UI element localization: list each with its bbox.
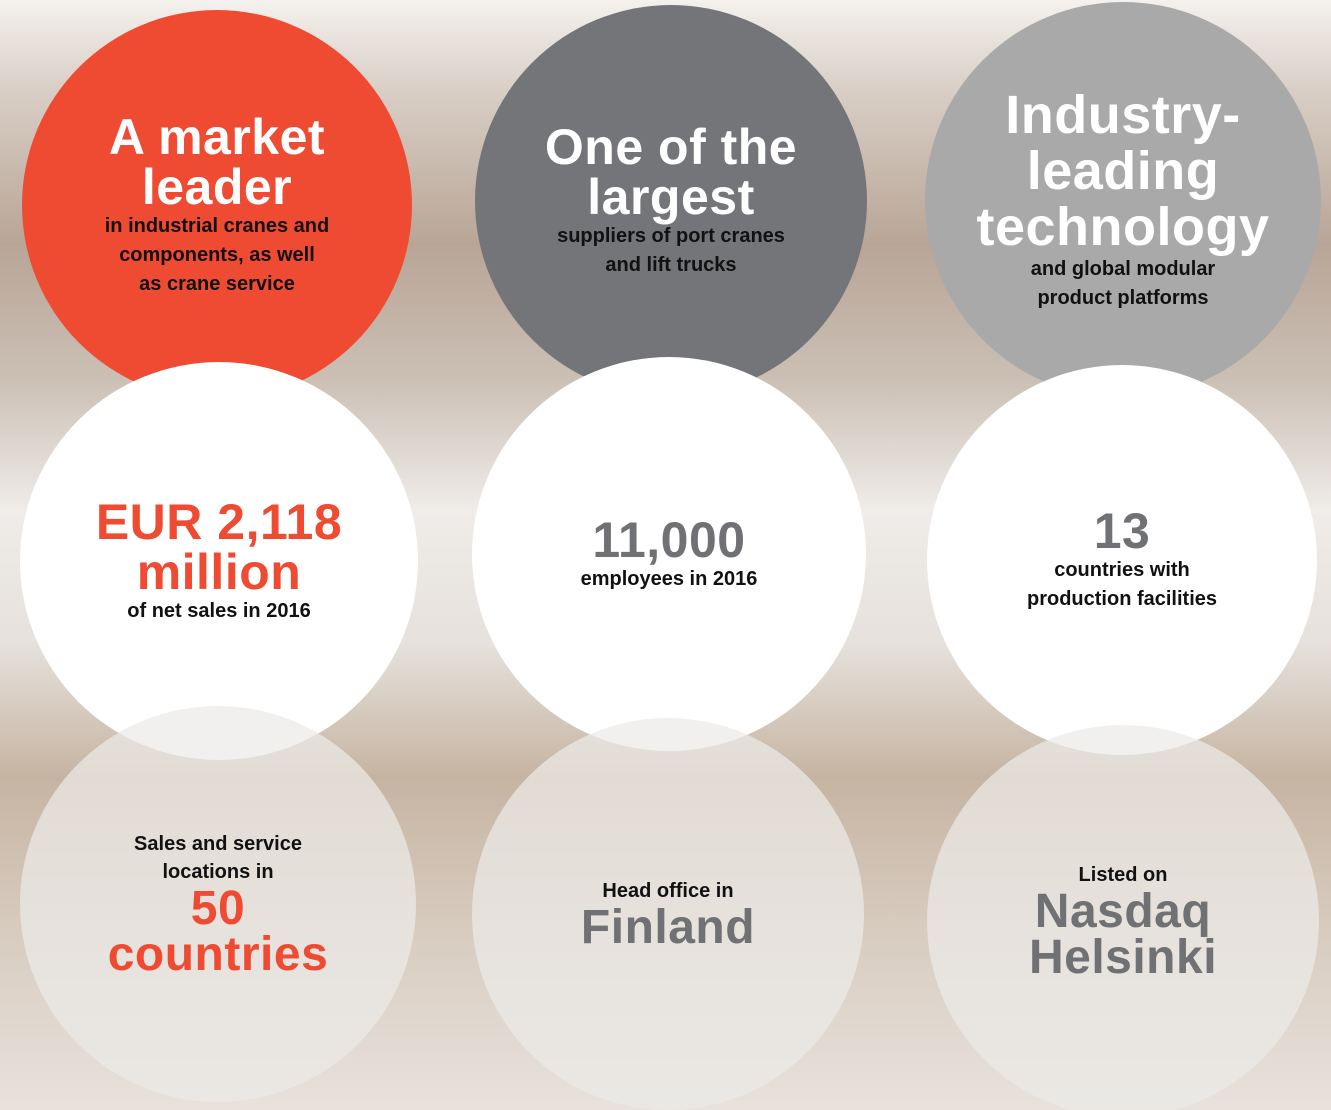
stat-heading: largest — [587, 172, 754, 222]
stat-heading: 11,000 — [592, 515, 745, 565]
stat-heading: Finland — [581, 905, 755, 951]
stat-text: and lift trucks — [605, 251, 736, 280]
stat-heading: technology — [976, 199, 1269, 255]
stat-heading: leading — [1027, 143, 1220, 199]
stat-heading: Industry- — [1005, 87, 1241, 143]
stat-text: as crane service — [139, 270, 295, 299]
stat-heading: 50 — [191, 886, 245, 932]
stat-text: of net sales in 2016 — [127, 597, 310, 626]
stat-text: countries with — [1054, 556, 1190, 585]
stat-heading: Nasdaq — [1035, 889, 1211, 935]
infographic: A marketleaderin industrial cranes andco… — [0, 0, 1331, 1110]
stat-text: and global modular — [1031, 255, 1215, 284]
stat-heading: EUR 2,118 — [96, 497, 342, 547]
stat-heading: countries — [108, 932, 329, 978]
stat-text: components, as well — [119, 241, 315, 270]
stat-text: employees in 2016 — [581, 565, 758, 594]
stat-heading: million — [137, 547, 302, 597]
stat-heading: 13 — [1094, 506, 1151, 556]
stat-intro: Sales and service — [134, 830, 302, 858]
stat-heading: Helsinki — [1029, 935, 1217, 981]
stat-heading: One of the — [545, 122, 797, 172]
stat-heading: leader — [142, 162, 292, 212]
stat-text: production facilities — [1027, 585, 1217, 614]
stat-text: in industrial cranes and — [105, 212, 330, 241]
stat-heading: A market — [109, 112, 325, 162]
stat-text: product platforms — [1037, 284, 1208, 313]
stat-text: suppliers of port cranes — [557, 222, 785, 251]
